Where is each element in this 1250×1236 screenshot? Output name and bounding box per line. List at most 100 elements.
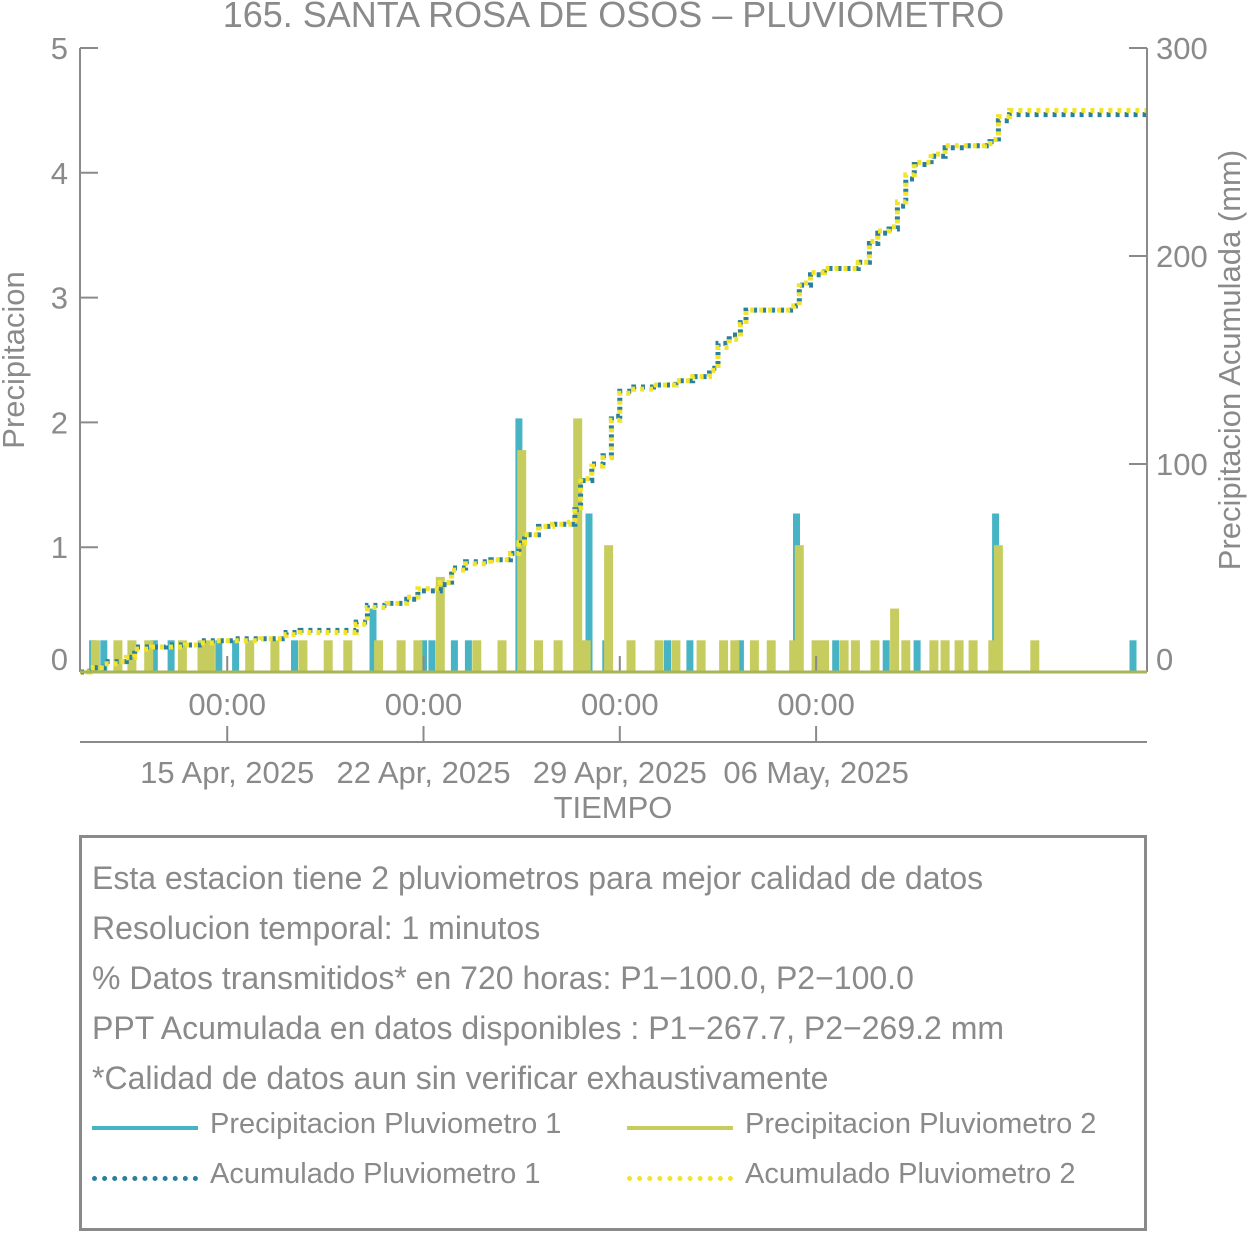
y-left-tick-0: 0 bbox=[51, 642, 68, 677]
y-right-axis-title: Precipitacion Acumulada (mm) bbox=[1212, 150, 1247, 570]
y-left-axis-title: Precipitacion bbox=[0, 271, 31, 448]
legend-label-p2: Precipitacion Pluviometro 2 bbox=[745, 1108, 1097, 1140]
precip-p2-bar-24 bbox=[626, 640, 636, 672]
precip-p2-bar-14 bbox=[413, 640, 423, 672]
axis-labels: 0 1 2 3 4 5 0 100 200 300 00:00 15 Apr, 2025 00:00 22… bbox=[0, 31, 1247, 825]
precip-p2-bar-9 bbox=[298, 640, 308, 672]
precip-p2-bar-35 bbox=[820, 640, 829, 672]
x-time-tick-0: 00:00 bbox=[188, 687, 266, 722]
precip-p1-bar-16 bbox=[686, 640, 694, 672]
precip-p2-bar-29 bbox=[730, 640, 740, 672]
x-time-tick-3: 00:00 bbox=[777, 687, 855, 722]
precip-p2-bar-1 bbox=[113, 640, 123, 672]
y-right-tick-0: 0 bbox=[1156, 642, 1173, 677]
precip-p1-bar-7 bbox=[369, 608, 377, 672]
precip-p2-bar-43 bbox=[954, 640, 964, 672]
precip-p1-bar-20 bbox=[882, 640, 890, 672]
precip-p1-bar-9 bbox=[428, 640, 436, 672]
x-date-tick-3: 06 May, 2025 bbox=[723, 755, 909, 790]
precip-p2-bar-8 bbox=[270, 640, 280, 672]
precip-p2-bar-4 bbox=[177, 640, 187, 672]
precip-p1-bar-1 bbox=[100, 640, 108, 672]
precip-p2-bar-0 bbox=[90, 640, 100, 672]
precip-p2-bar-5 bbox=[197, 640, 207, 672]
precip-p2-bar-44 bbox=[968, 640, 978, 672]
precip-p2-bar-12 bbox=[374, 640, 384, 672]
precip-p2-bar-31 bbox=[766, 640, 776, 672]
precip-p2-bar-37 bbox=[850, 640, 860, 672]
precip-p2-bar-47 bbox=[1030, 640, 1040, 672]
info-box: Esta estacion tiene 2 pluviometros para … bbox=[79, 835, 1147, 1231]
x-date-tick-1: 22 Apr, 2025 bbox=[336, 755, 510, 790]
y-left-tick-1: 1 bbox=[51, 530, 68, 565]
precip-p2-bar-17 bbox=[497, 640, 507, 672]
legend-label-acum2: Acumulado Pluviometro 2 bbox=[745, 1158, 1076, 1190]
info-line-resolucion: Resolucion temporal: 1 minutos bbox=[92, 910, 541, 946]
legend-label-p1: Precipitacion Pluviometro 1 bbox=[210, 1108, 562, 1140]
precip-p2-bar-7 bbox=[245, 640, 255, 672]
precip-p2-bar-41 bbox=[929, 640, 939, 672]
precip-p2-bar-30 bbox=[749, 640, 759, 672]
precip-p1-bar-5 bbox=[232, 640, 240, 672]
precip-p2-bar-32 bbox=[789, 640, 799, 672]
precip-p1-bar-17 bbox=[736, 640, 744, 672]
precip-p1-bar-2 bbox=[150, 640, 158, 672]
legend-swatch-p1 bbox=[92, 1126, 198, 1130]
y-left-tick-4: 4 bbox=[51, 156, 68, 191]
axes bbox=[79, 47, 1148, 743]
precip-p1-bar-10 bbox=[450, 640, 458, 672]
precip-p2-bar-25 bbox=[654, 640, 664, 672]
precip-p2-bar-28 bbox=[719, 640, 729, 672]
info-line-pluviometros: Esta estacion tiene 2 pluviometros para … bbox=[92, 860, 984, 896]
x-date-tick-0: 15 Apr, 2025 bbox=[140, 755, 314, 790]
precip-p2-bar-11 bbox=[343, 640, 353, 672]
y-right-tick-100: 100 bbox=[1156, 447, 1208, 482]
precip-p1-bar-3 bbox=[167, 640, 175, 672]
precipitation-chart: 0 1 2 3 4 5 0 100 200 300 00:00 15 Apr, 2025 00:00 22… bbox=[0, 31, 1247, 825]
precip-p2-bar-21 bbox=[573, 418, 583, 672]
info-line-datos-transmitidos: % Datos transmitidos* en 720 horas: P1−1… bbox=[92, 960, 914, 996]
x-time-tick-1: 00:00 bbox=[385, 687, 463, 722]
x-axis-title: TIEMPO bbox=[554, 790, 673, 825]
precip-p1-bar-15 bbox=[664, 640, 671, 672]
precip-p1-bar-11 bbox=[464, 640, 472, 672]
precip-p2-bar-13 bbox=[396, 640, 406, 672]
precip-p2-bar-6 bbox=[205, 640, 215, 672]
precip-p2-bar-19 bbox=[534, 640, 543, 672]
x-time-tick-2: 00:00 bbox=[581, 687, 659, 722]
x-date-tick-2: 29 Apr, 2025 bbox=[533, 755, 707, 790]
precip-p2-bar-3 bbox=[144, 640, 154, 672]
y-left-tick-5: 5 bbox=[51, 31, 68, 66]
y-right-tick-300: 300 bbox=[1156, 31, 1208, 66]
precip-p2-bars bbox=[90, 418, 1040, 672]
precip-p2-bar-22 bbox=[581, 640, 591, 672]
y-left-tick-3: 3 bbox=[51, 281, 68, 316]
chart-title: 165. SANTA ROSA DE OSOS – PLUVIOMETRO bbox=[222, 0, 1005, 35]
precip-p1-bar-21 bbox=[913, 640, 921, 672]
precip-p2-bar-23 bbox=[604, 545, 614, 672]
precip-p1-bar-4 bbox=[215, 640, 223, 672]
precip-p2-bar-18 bbox=[517, 450, 527, 672]
legend-swatch-acum2 bbox=[627, 1176, 733, 1181]
info-line-ppt-acumulada: PPT Acumulada en datos disponibles : P1−… bbox=[92, 1010, 1004, 1046]
precip-p2-bar-10 bbox=[323, 640, 333, 672]
precip-p2-bar-15 bbox=[435, 576, 445, 672]
precip-p2-bar-27 bbox=[696, 640, 706, 672]
precip-p2-bar-40 bbox=[901, 640, 911, 672]
precip-p1-bar-23 bbox=[1129, 640, 1137, 672]
precip-p2-bar-42 bbox=[940, 640, 950, 672]
legend-label-acum1: Acumulado Pluviometro 1 bbox=[210, 1158, 541, 1190]
y-left-tick-2: 2 bbox=[51, 405, 68, 440]
precip-p2-bar-20 bbox=[553, 640, 563, 672]
precip-p2-bar-39 bbox=[890, 608, 900, 672]
precip-p2-bar-16 bbox=[472, 640, 482, 672]
precip-p2-bar-46 bbox=[993, 545, 1003, 672]
legend-swatch-acum1 bbox=[92, 1176, 198, 1181]
precip-p2-bar-38 bbox=[870, 640, 880, 672]
precip-p1-bar-13 bbox=[585, 513, 593, 672]
precip-p1-bar-6 bbox=[291, 640, 298, 672]
info-line-calidad: *Calidad de datos aun sin verificar exha… bbox=[92, 1060, 829, 1096]
precip-p1-bar-19 bbox=[832, 640, 840, 672]
precip-p2-bar-33 bbox=[794, 545, 804, 672]
precip-p2-bar-45 bbox=[988, 640, 998, 672]
